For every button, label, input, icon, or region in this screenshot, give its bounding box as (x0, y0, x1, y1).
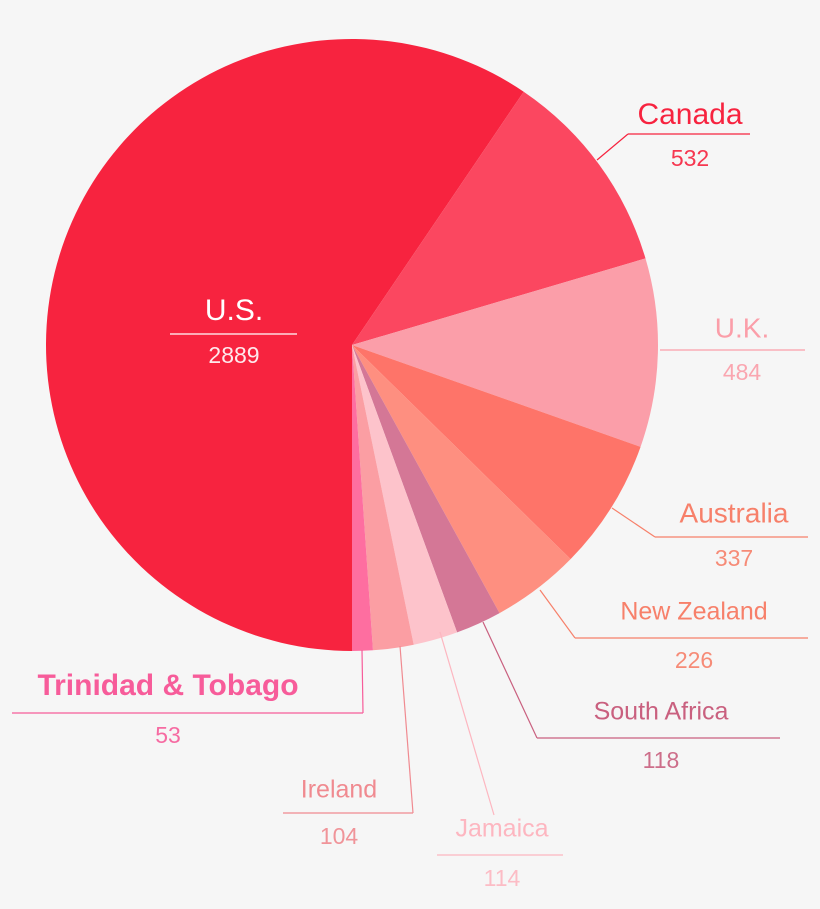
slice-label: South Africa (594, 698, 729, 726)
slice-label: Ireland (301, 776, 377, 804)
pie-slice (352, 345, 373, 651)
leader-line (596, 133, 629, 161)
slice-label: New Zealand (620, 598, 767, 626)
pie-slice (352, 345, 414, 651)
slice-label: Canada (637, 98, 742, 131)
pie-slice (352, 91, 646, 345)
pie-slice (352, 345, 571, 614)
pie-slice (352, 345, 500, 633)
pie-slice (46, 39, 524, 651)
leader-line (611, 507, 656, 538)
value-label: 484 (723, 359, 762, 385)
leader-line (539, 589, 576, 639)
value-label: 2889 (208, 342, 259, 368)
value-label: 226 (675, 647, 713, 673)
value-label: 53 (155, 722, 181, 748)
leader-line (361, 649, 364, 714)
leader-line (399, 645, 414, 814)
slice-label: Australia (680, 497, 789, 528)
leader-line (439, 631, 495, 816)
slice-label: Trinidad & Tobago (37, 669, 298, 702)
value-label: 118 (643, 747, 680, 773)
pie-slice (352, 345, 458, 645)
value-label: 114 (484, 865, 521, 891)
pie-slice (352, 258, 658, 447)
slice-label: U.K. (715, 312, 769, 343)
value-label: 337 (715, 545, 753, 571)
value-label: 532 (671, 145, 709, 171)
slice-label: U.S. (205, 294, 263, 327)
slice-label: Jamaica (455, 815, 548, 843)
leader-line (482, 621, 538, 739)
pie-slice (352, 345, 641, 560)
value-label: 104 (320, 823, 359, 849)
